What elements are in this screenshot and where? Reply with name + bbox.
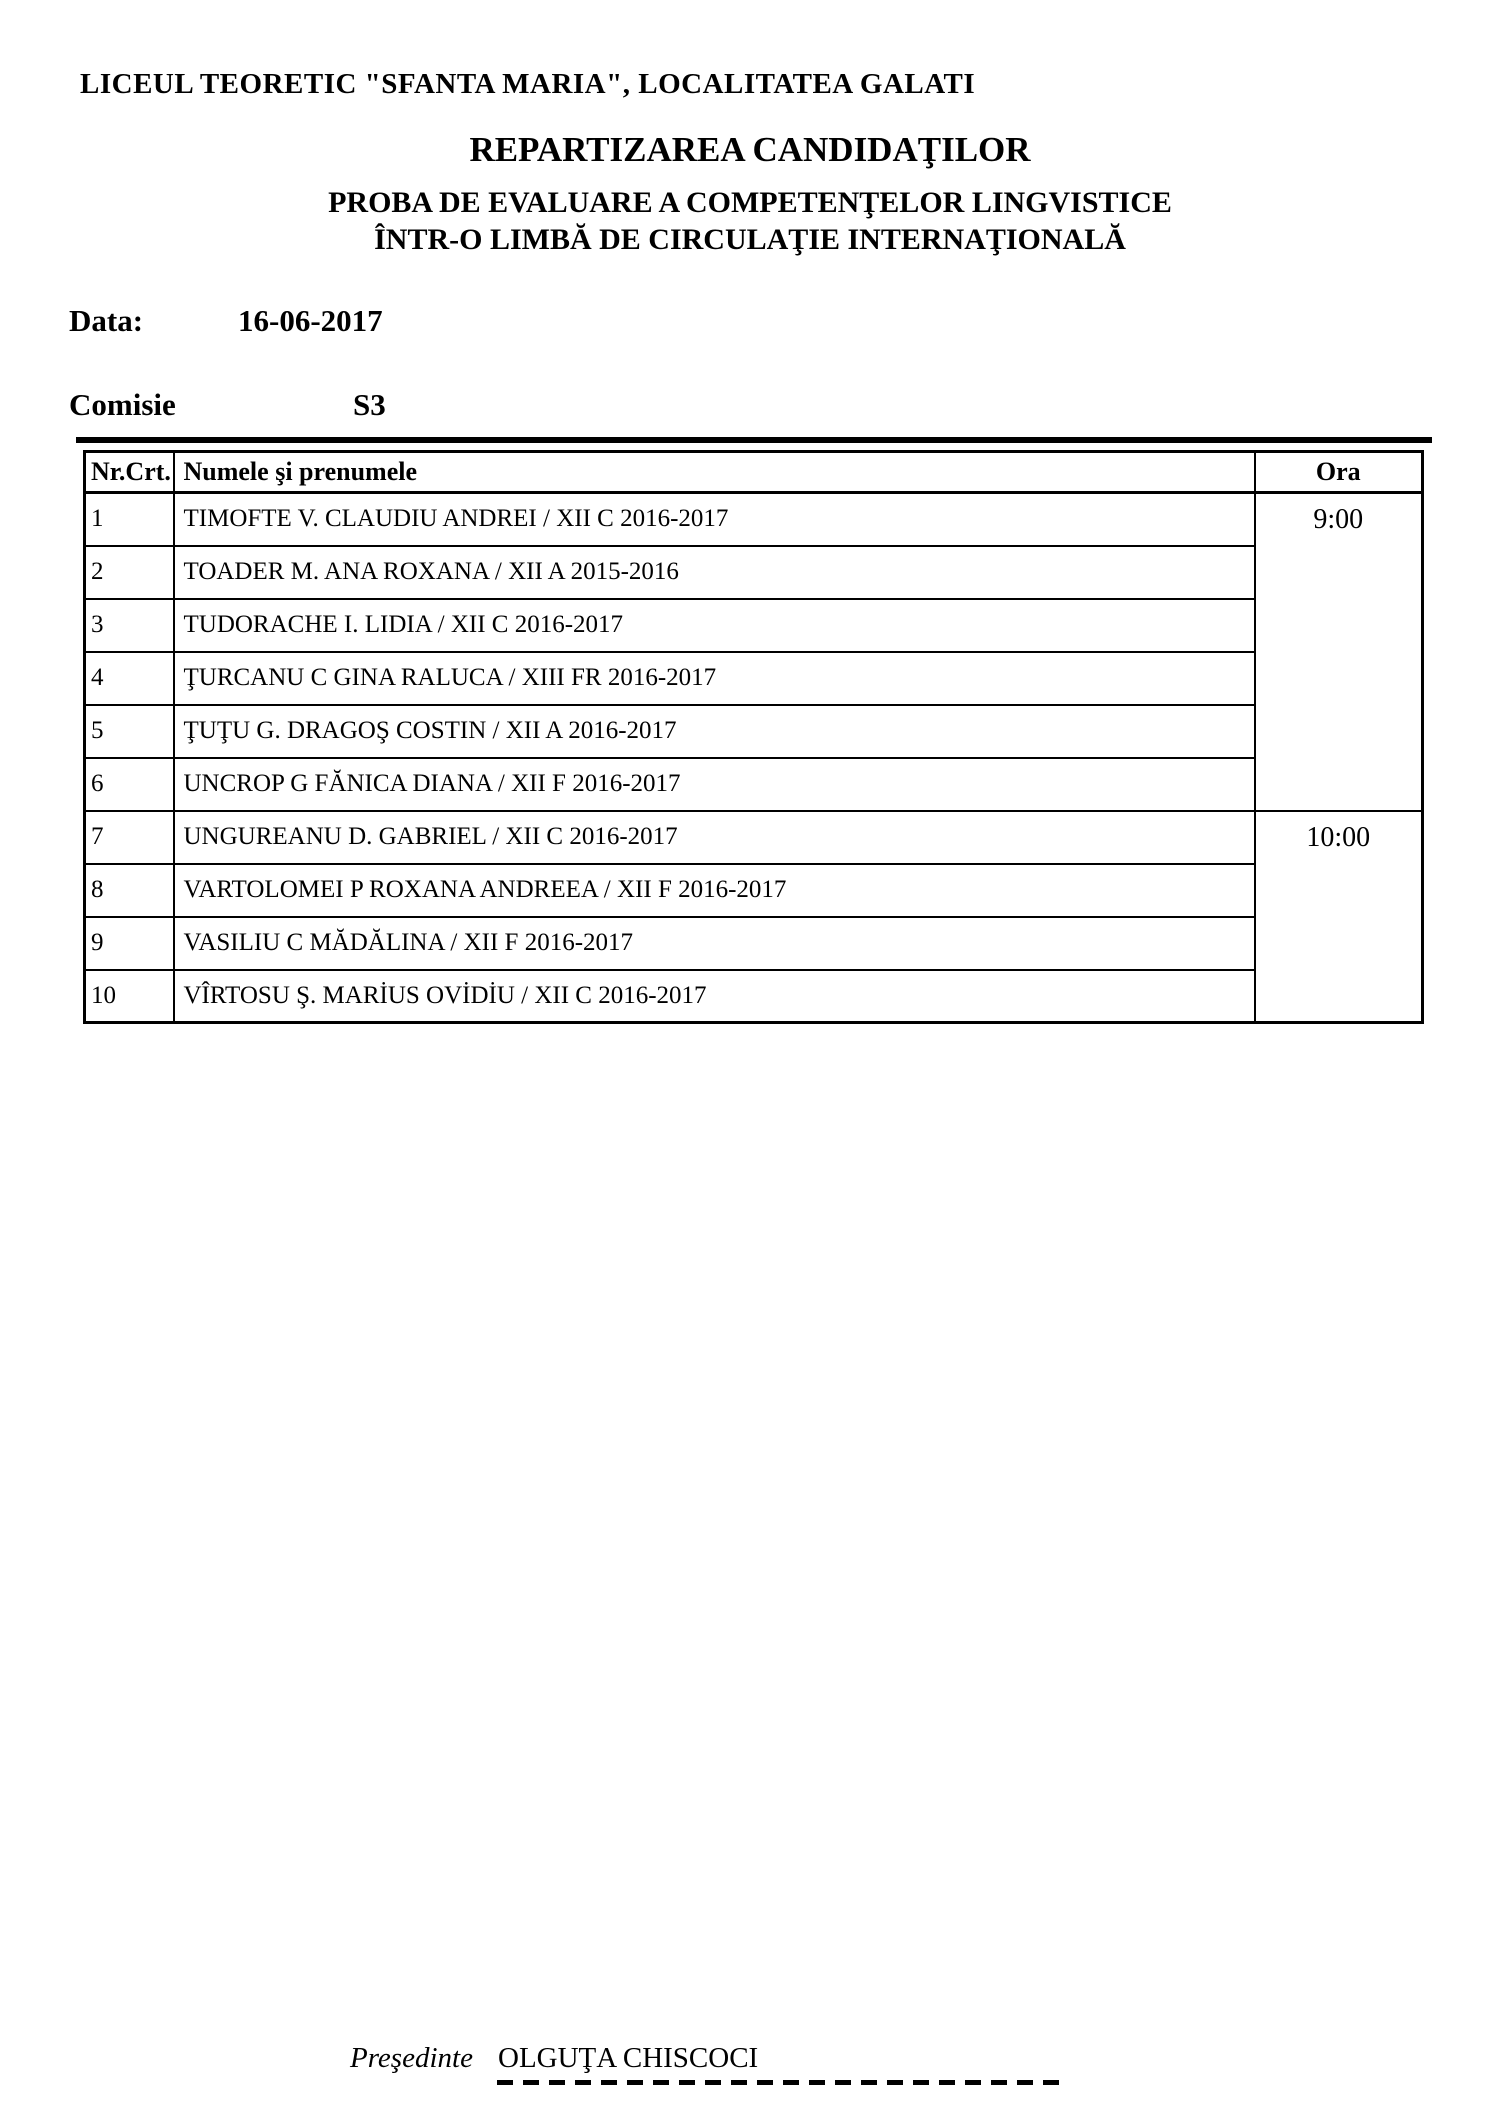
table-row: 6 UNCROP G FĂNICA DIANA / XII F 2016-2017 — [83, 756, 1423, 812]
hour-cell: 10:00 — [1253, 809, 1424, 1024]
president-label: Preşedinte — [350, 2042, 473, 2074]
subtitle-line-2: ÎNTR-O LIMBĂ DE CIRCULAŢIE INTERNAŢIONAL… — [374, 223, 1126, 256]
table-row: 1 TIMOFTE V. CLAUDIU ANDREI / XII C 2016-… — [83, 491, 1424, 812]
row-number-cell: 8 — [83, 862, 175, 918]
table-row: 2 TOADER M. ANA ROXANA / XII A 2015-2016 — [83, 544, 1423, 600]
candidate-name-cell: TUDORACHE I. LIDIA / XII C 2016-2017 — [172, 597, 1256, 653]
table-row: 3 TUDORACHE I. LIDIA / XII C 2016-2017 — [83, 597, 1423, 653]
candidate-name-cell: VARTOLOMEI P ROXANA ANDREEA / XII F 2016… — [172, 862, 1256, 918]
candidate-name-cell: ŢURCANU C GINA RALUCA / XIII FR 2016-201… — [172, 650, 1256, 706]
row-number-cell: 1 — [83, 491, 175, 547]
date-value: 16-06-2017 — [238, 303, 383, 338]
row-number-cell: 3 — [83, 597, 175, 653]
candidates-table: Nr.Crt. Numele şi prenumele Ora 1 TIMOFTE… — [83, 450, 1424, 1024]
committee-label: Comisie — [69, 387, 176, 422]
table-row: 8 VARTOLOMEI P ROXANA ANDREEA / XII F 201… — [83, 862, 1423, 918]
row-number-cell: 10 — [83, 968, 175, 1024]
candidates-table-body: 1 TIMOFTE V. CLAUDIU ANDREI / XII C 2016-… — [83, 491, 1424, 1024]
candidate-name-cell: VASILIU C MĂDĂLINA / XII F 2016-2017 — [172, 915, 1256, 971]
document-title: REPARTIZAREA CANDIDAŢILOR — [469, 130, 1031, 169]
header-row: Nr.Crt. Numele şi prenumele Ora — [83, 450, 1424, 494]
president-name: OLGUŢA CHISCOCI — [498, 2042, 759, 2074]
row-number-cell: 4 — [83, 650, 175, 706]
committee-value: S3 — [353, 387, 386, 422]
candidate-name-cell: ŢUŢU G. DRAGOŞ COSTIN / XII A 2016-2017 — [172, 703, 1256, 759]
column-header-hour: Ora — [1253, 450, 1424, 494]
candidates-table-header: Nr.Crt. Numele şi prenumele Ora — [83, 450, 1424, 494]
row-number-cell: 7 — [83, 809, 175, 865]
table-row: 7 UNGUREANU D. GABRIEL / XII C 2016-2017 1… — [83, 809, 1424, 1024]
table-row: 10 VÎRTOSU Ş. MARİUS OVİDİU / XII C 2016-… — [83, 968, 1423, 1024]
column-header-name: Numele şi prenumele — [172, 450, 1256, 494]
row-number-cell: 5 — [83, 703, 175, 759]
candidate-name-cell: UNGUREANU D. GABRIEL / XII C 2016-2017 — [172, 809, 1256, 865]
column-header-nr: Nr.Crt. — [83, 450, 175, 494]
row-number-cell: 2 — [83, 544, 175, 600]
candidate-name-cell: VÎRTOSU Ş. MARİUS OVİDİU / XII C 2016-20… — [172, 968, 1256, 1024]
row-number-cell: 9 — [83, 915, 175, 971]
table-row: 4 ŢURCANU C GINA RALUCA / XIII FR 2016-20… — [83, 650, 1423, 706]
date-label: Data: — [69, 303, 144, 338]
table-row: 9 VASILIU C MĂDĂLINA / XII F 2016-2017 — [83, 915, 1423, 971]
hour-cell: 9:00 — [1253, 491, 1424, 812]
school-name: LICEUL TEORETIC "SFANTA MARIA", LOCALITA… — [80, 68, 976, 100]
candidate-name-cell: TIMOFTE V. CLAUDIU ANDREI / XII C 2016-2… — [172, 491, 1256, 547]
candidate-name-cell: UNCROP G FĂNICA DIANA / XII F 2016-2017 — [172, 756, 1256, 812]
document-subtitle: PROBA DE EVALUARE A COMPETENŢELOR LINGVI… — [0, 184, 1500, 258]
table-row: 5 ŢUŢU G. DRAGOŞ COSTIN / XII A 2016-2017 — [83, 703, 1423, 759]
candidate-name-cell: TOADER M. ANA ROXANA / XII A 2015-2016 — [172, 544, 1256, 600]
row-number-cell: 6 — [83, 756, 175, 812]
table-top-rule — [76, 437, 1432, 443]
signature-dashed-line — [497, 2080, 1063, 2085]
subtitle-line-1: PROBA DE EVALUARE A COMPETENŢELOR LINGVI… — [328, 186, 1172, 219]
